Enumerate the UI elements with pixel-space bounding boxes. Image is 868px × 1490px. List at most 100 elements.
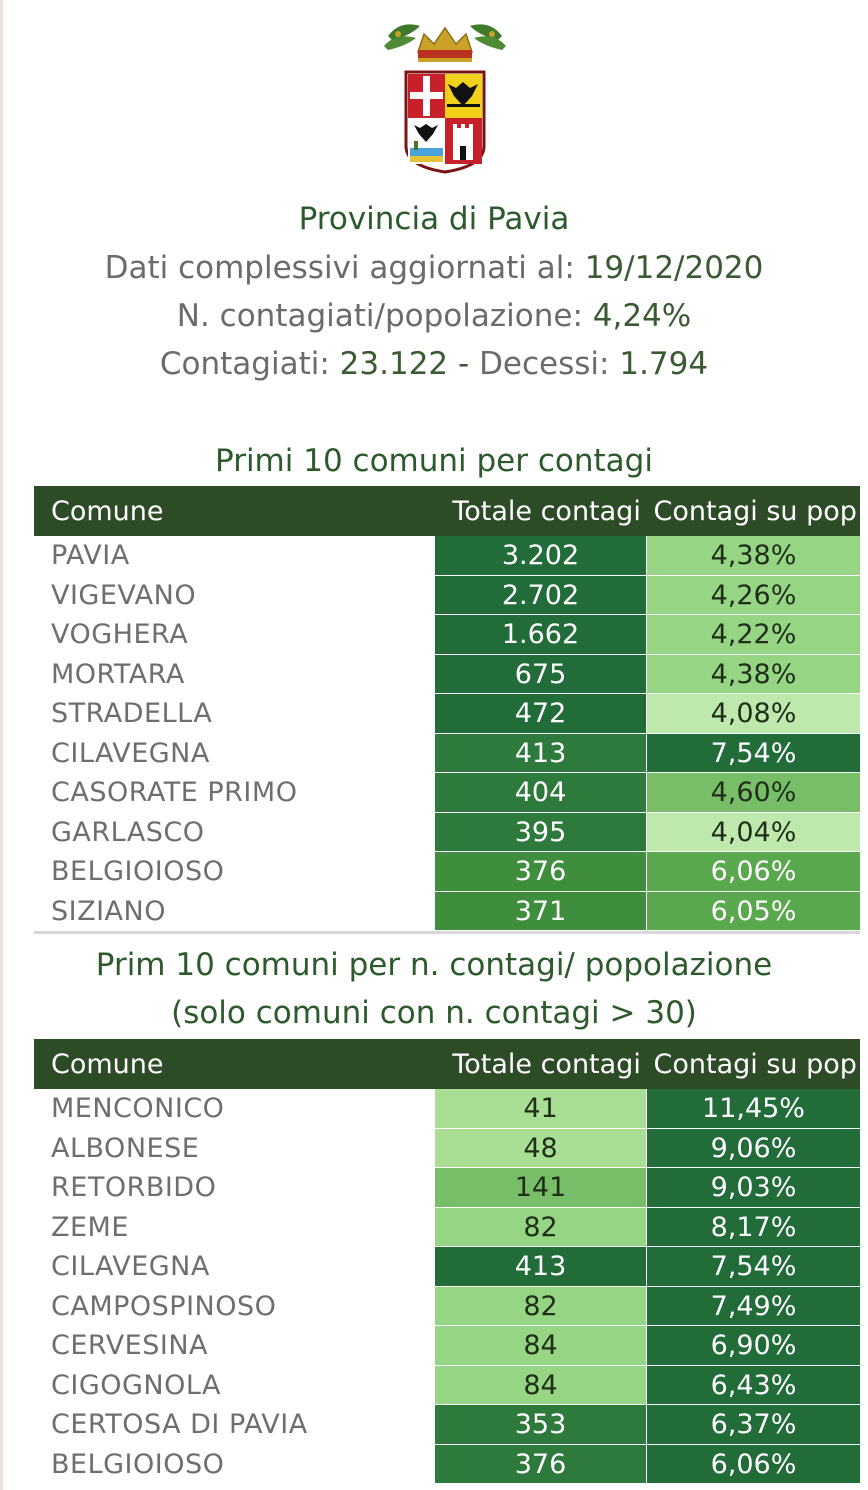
contagi-su-pop-cell: 7,54%: [646, 733, 860, 772]
contagi-su-pop-cell: 4,08%: [646, 694, 860, 733]
table-row: MENCONICO 41 11,45%: [34, 1089, 860, 1129]
table2-subtitle: (solo comuni con n. contagi > 30): [171, 995, 697, 1031]
contagi-su-pop-cell: 6,06%: [646, 1444, 860, 1483]
table-header: Comune Totale contagi Contagi su pop: [34, 1039, 860, 1089]
totale-contagi-cell: 376: [434, 852, 646, 891]
comune-cell: ALBONESE: [34, 1128, 434, 1167]
comune-cell: STRADELLA: [34, 694, 434, 733]
contagi-su-pop-cell: 4,38%: [646, 536, 860, 575]
comune-cell: VIGEVANO: [34, 575, 434, 614]
province-coat-of-arms-icon: [384, 24, 506, 174]
table-row: ZEME 82 8,17%: [34, 1207, 860, 1247]
contagi-su-pop-cell: 4,22%: [646, 615, 860, 654]
totale-contagi-cell: 2.702: [434, 575, 646, 614]
totale-contagi-cell: 413: [434, 1247, 646, 1286]
cases-value: 23.122: [339, 346, 449, 382]
table-row: CAMPOSPINOSO 82 7,49%: [34, 1286, 860, 1326]
table-row: CERTOSA DI PAVIA 353 6,37%: [34, 1405, 860, 1445]
comune-cell: SIZIANO: [34, 891, 434, 930]
contagi-su-pop-cell: 9,03%: [646, 1168, 860, 1207]
totale-contagi-cell: 82: [434, 1207, 646, 1246]
totale-contagi-cell: 472: [434, 694, 646, 733]
table-row: CIGOGNOLA 84 6,43%: [34, 1365, 860, 1405]
col-header-totale: Totale contagi: [452, 1048, 641, 1080]
table-row: GARLASCO 395 4,04%: [34, 812, 860, 852]
comune-cell: MORTARA: [34, 654, 434, 693]
col-header-comune: Comune: [51, 1048, 164, 1080]
totale-contagi-cell: 353: [434, 1405, 646, 1444]
totale-contagi-cell: 82: [434, 1286, 646, 1325]
contagi-su-pop-cell: 6,05%: [646, 891, 860, 930]
comune-cell: PAVIA: [34, 536, 434, 575]
ratio-value: 4,24%: [592, 298, 692, 334]
edge-line: [0, 0, 3, 1490]
comune-cell: CILAVEGNA: [34, 733, 434, 772]
contagi-su-pop-cell: 4,26%: [646, 575, 860, 614]
comune-cell: CERTOSA DI PAVIA: [34, 1405, 434, 1444]
separator: -: [458, 346, 470, 382]
table-row: RETORBIDO 141 9,03%: [34, 1168, 860, 1208]
table-row: CASORATE PRIMO 404 4,60%: [34, 773, 860, 813]
ratio-line: N. contagiati/popolazione: 4,24%: [0, 298, 868, 334]
contagi-su-pop-cell: 9,06%: [646, 1128, 860, 1167]
totale-contagi-cell: 84: [434, 1365, 646, 1404]
contagi-su-pop-cell: 7,49%: [646, 1286, 860, 1325]
page-title: Provincia di Pavia: [298, 201, 570, 237]
totale-contagi-cell: 41: [434, 1089, 646, 1128]
update-line: Dati complessivi aggiornati al: 19/12/20…: [0, 250, 868, 286]
totale-contagi-cell: 141: [434, 1168, 646, 1207]
cases-label: Contagiati:: [159, 346, 330, 382]
table-row: CILAVEGNA 413 7,54%: [34, 1247, 860, 1287]
top-cases-table: Comune Totale contagi Contagi su pop PAV…: [34, 486, 860, 934]
comune-cell: BELGIOIOSO: [34, 1444, 434, 1483]
comune-cell: CASORATE PRIMO: [34, 773, 434, 812]
contagi-su-pop-cell: 4,60%: [646, 773, 860, 812]
comune-cell: BELGIOIOSO: [34, 852, 434, 891]
table1-title: Primi 10 comuni per contagi: [215, 443, 653, 479]
totale-contagi-cell: 413: [434, 733, 646, 772]
table-row: VOGHERA 1.662 4,22%: [34, 615, 860, 655]
table-header: Comune Totale contagi Contagi su pop: [34, 486, 860, 536]
ratio-label: N. contagiati/popolazione:: [176, 298, 583, 334]
totale-contagi-cell: 48: [434, 1128, 646, 1167]
table-row: STRADELLA 472 4,08%: [34, 694, 860, 734]
comune-cell: ZEME: [34, 1207, 434, 1246]
updated-label: Dati complessivi aggiornati al:: [104, 250, 575, 286]
comune-cell: MENCONICO: [34, 1089, 434, 1128]
totale-contagi-cell: 404: [434, 773, 646, 812]
table-row: CILAVEGNA 413 7,54%: [34, 733, 860, 773]
totale-contagi-cell: 84: [434, 1326, 646, 1365]
contagi-su-pop-cell: 11,45%: [646, 1089, 860, 1128]
totale-contagi-cell: 376: [434, 1444, 646, 1483]
totale-contagi-cell: 371: [434, 891, 646, 930]
table-row: VIGEVANO 2.702 4,26%: [34, 575, 860, 615]
totale-contagi-cell: 675: [434, 654, 646, 693]
table-body: MENCONICO 41 11,45% ALBONESE 48 9,06% RETORBID…: [34, 1089, 860, 1484]
comune-cell: CAMPOSPINOSO: [34, 1286, 434, 1325]
table-row: BELGIOIOSO 376 6,06%: [34, 852, 860, 892]
contagi-su-pop-cell: 4,38%: [646, 654, 860, 693]
deaths-label: Decessi:: [479, 346, 610, 382]
col-header-comune: Comune: [51, 495, 164, 527]
totals-line: Contagiati: 23.122 - Decessi: 1.794: [0, 346, 868, 382]
contagi-su-pop-cell: 6,37%: [646, 1405, 860, 1444]
col-header-perc: Contagi su pop: [653, 1048, 857, 1080]
table-row: CERVESINA 84 6,90%: [34, 1326, 860, 1366]
table2-title: Prim 10 comuni per n. contagi/ popolazio…: [95, 947, 773, 983]
contagi-su-pop-cell: 6,90%: [646, 1326, 860, 1365]
totale-contagi-cell: 395: [434, 812, 646, 851]
table-row: BELGIOIOSO 376 6,06%: [34, 1444, 860, 1484]
deaths-value: 1.794: [619, 346, 709, 382]
totale-contagi-cell: 1.662: [434, 615, 646, 654]
table-row: ALBONESE 48 9,06%: [34, 1128, 860, 1168]
col-header-perc: Contagi su pop: [653, 495, 857, 527]
col-header-totale: Totale contagi: [452, 495, 641, 527]
comune-cell: CILAVEGNA: [34, 1247, 434, 1286]
totale-contagi-cell: 3.202: [434, 536, 646, 575]
comune-cell: VOGHERA: [34, 615, 434, 654]
table-bottom-rule: [34, 931, 860, 934]
table-body: PAVIA 3.202 4,38% VIGEVANO 2.702 4,26% VOGHERA…: [34, 536, 860, 931]
table-row: MORTARA 675 4,38%: [34, 654, 860, 694]
comune-cell: GARLASCO: [34, 812, 434, 851]
